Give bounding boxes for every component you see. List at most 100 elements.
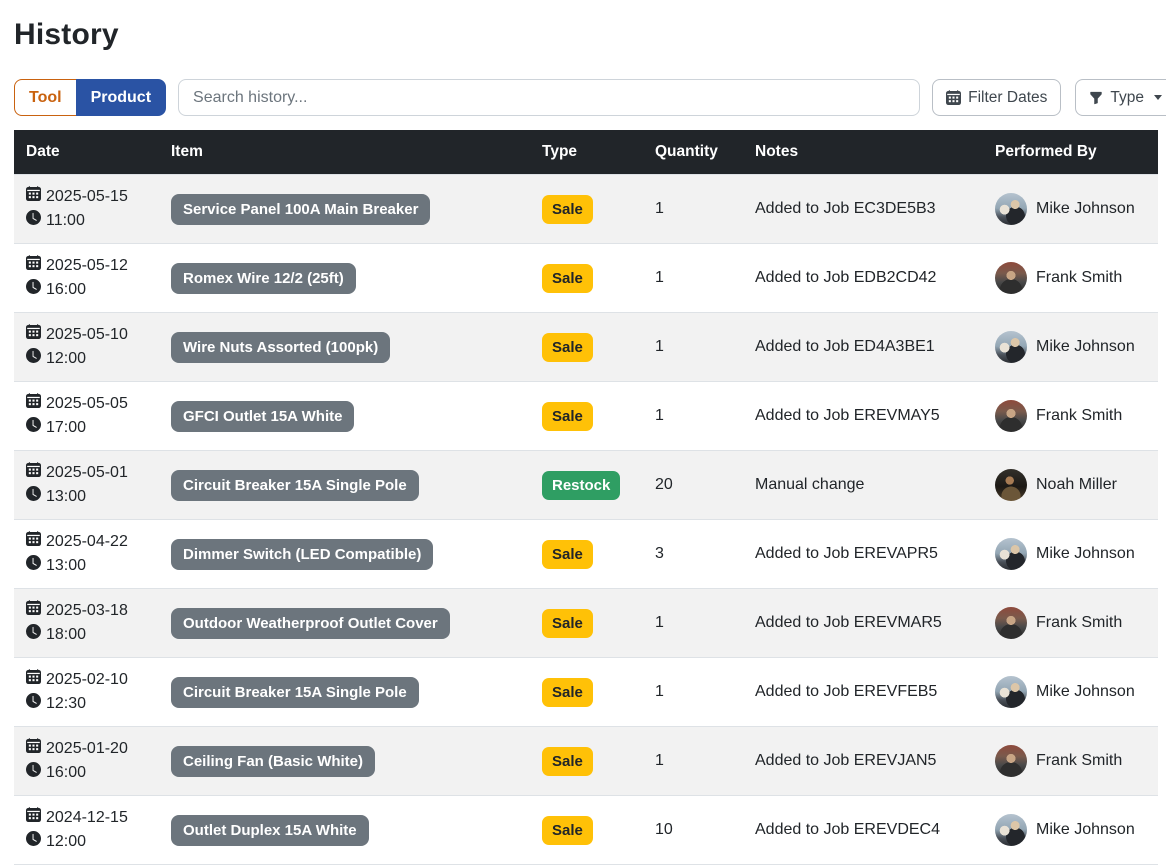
quantity-cell: 20: [643, 451, 743, 520]
quantity-value: 1: [655, 752, 664, 769]
clock-icon: [26, 416, 41, 440]
table-row: 2024-12-15 12:00 Outlet Duplex 15A White…: [14, 795, 1158, 865]
table-row: 2025-05-12 16:00 Romex Wire 12/2 (25ft) …: [14, 243, 1158, 313]
item-cell: Circuit Breaker 15A Single Pole: [159, 658, 530, 727]
notes-cell: Added to Job EREVJAN5: [743, 727, 983, 796]
performed-by-cell: Mike Johnson: [983, 313, 1158, 382]
avatar: [995, 814, 1027, 846]
performed-by-name: Mike Johnson: [1036, 821, 1135, 838]
time-value: 13:00: [46, 557, 87, 574]
notes-value: Added to Job EREVFEB5: [755, 683, 938, 700]
type-cell: Sale: [530, 244, 643, 313]
item-badge: Outlet Duplex 15A White: [171, 814, 369, 846]
notes-cell: Added to Job EREVFEB5: [743, 658, 983, 727]
quantity-cell: 1: [643, 658, 743, 727]
clock-icon: [26, 347, 41, 371]
avatar: [995, 538, 1027, 570]
date-value: 2025-05-15: [46, 188, 128, 205]
type-badge: Sale: [542, 332, 593, 362]
performed-by-name: Frank Smith: [1036, 407, 1123, 424]
avatar: [995, 607, 1027, 639]
tool-toggle-button[interactable]: Tool: [14, 79, 77, 116]
type-badge: Sale: [542, 401, 593, 431]
notes-cell: Added to Job EREVDEC4: [743, 796, 983, 865]
avatar: [995, 469, 1027, 501]
quantity-value: 20: [655, 476, 673, 493]
quantity-cell: 3: [643, 520, 743, 589]
search-input[interactable]: [178, 79, 921, 116]
time-value: 13:00: [46, 488, 87, 505]
calendar-icon: [26, 737, 41, 761]
notes-cell: Manual change: [743, 451, 983, 520]
history-mode-toggle: Tool Product: [14, 79, 167, 116]
date-value: 2025-05-05: [46, 395, 128, 412]
avatar: [995, 676, 1027, 708]
quantity-value: 1: [655, 200, 664, 217]
calendar-icon: [26, 599, 41, 623]
product-toggle-button[interactable]: Product: [75, 79, 167, 116]
type-badge: Sale: [542, 677, 593, 707]
type-cell: Sale: [530, 313, 643, 382]
table-row: 2025-01-20 16:00 Ceiling Fan (Basic Whit…: [14, 726, 1158, 796]
type-badge: Sale: [542, 746, 593, 776]
performed-by-cell: Noah Miller: [983, 451, 1158, 520]
item-badge: Outdoor Weatherproof Outlet Cover: [171, 607, 450, 639]
calendar-icon: [26, 323, 41, 347]
clock-icon: [26, 761, 41, 785]
column-header-performed-by: Performed By: [983, 130, 1158, 175]
history-table-body: 2025-05-15 11:00 Service Panel 100A Main…: [14, 174, 1158, 865]
date-cell: 2025-03-18 18:00: [14, 589, 159, 658]
quantity-cell: 1: [643, 727, 743, 796]
type-cell: Sale: [530, 796, 643, 865]
quantity-cell: 1: [643, 382, 743, 451]
date-value: 2025-05-12: [46, 257, 128, 274]
item-cell: Circuit Breaker 15A Single Pole: [159, 451, 530, 520]
chevron-down-icon: [1154, 95, 1162, 100]
type-badge: Sale: [542, 263, 593, 293]
calendar-icon: [26, 461, 41, 485]
date-cell: 2025-05-05 17:00: [14, 382, 159, 451]
clock-icon: [26, 485, 41, 509]
notes-value: Added to Job EREVAPR5: [755, 545, 938, 562]
avatar: [995, 193, 1027, 225]
item-badge: Ceiling Fan (Basic White): [171, 745, 376, 777]
type-badge: Sale: [542, 539, 593, 569]
quantity-value: 1: [655, 338, 664, 355]
item-badge: Wire Nuts Assorted (100pk): [171, 331, 391, 363]
date-value: 2024-12-15: [46, 809, 128, 826]
table-row: 2025-05-01 13:00 Circuit Breaker 15A Sin…: [14, 450, 1158, 520]
table-header-row: Date Item Type Quantity Notes Performed …: [14, 130, 1158, 175]
performed-by-name: Mike Johnson: [1036, 200, 1135, 217]
clock-icon: [26, 830, 41, 854]
type-filter-dropdown[interactable]: Type: [1075, 79, 1166, 116]
clock-icon: [26, 209, 41, 233]
performed-by-name: Frank Smith: [1036, 269, 1123, 286]
notes-value: Added to Job EC3DE5B3: [755, 200, 936, 217]
performed-by-name: Noah Miller: [1036, 476, 1117, 493]
type-cell: Restock: [530, 451, 643, 520]
item-badge: Service Panel 100A Main Breaker: [171, 193, 431, 225]
quantity-value: 10: [655, 821, 673, 838]
filter-dates-button[interactable]: Filter Dates: [932, 79, 1062, 116]
item-cell: Romex Wire 12/2 (25ft): [159, 244, 530, 313]
column-header-quantity: Quantity: [643, 130, 743, 175]
notes-value: Added to Job EREVMAR5: [755, 614, 942, 631]
calendar-icon: [26, 806, 41, 830]
date-cell: 2025-05-12 16:00: [14, 244, 159, 313]
clock-icon: [26, 278, 41, 302]
type-cell: Sale: [530, 382, 643, 451]
notes-value: Added to Job EDB2CD42: [755, 269, 937, 286]
column-header-date: Date: [14, 130, 159, 175]
performed-by-cell: Mike Johnson: [983, 520, 1158, 589]
performed-by-name: Mike Johnson: [1036, 545, 1135, 562]
quantity-value: 1: [655, 683, 664, 700]
time-value: 17:00: [46, 419, 87, 436]
type-badge: Sale: [542, 608, 593, 638]
quantity-value: 3: [655, 545, 664, 562]
filter-dates-label: Filter Dates: [968, 88, 1048, 106]
table-row: 2025-05-10 12:00 Wire Nuts Assorted (100…: [14, 312, 1158, 382]
notes-value: Manual change: [755, 476, 865, 493]
item-cell: Dimmer Switch (LED Compatible): [159, 520, 530, 589]
date-value: 2025-02-10: [46, 671, 128, 688]
